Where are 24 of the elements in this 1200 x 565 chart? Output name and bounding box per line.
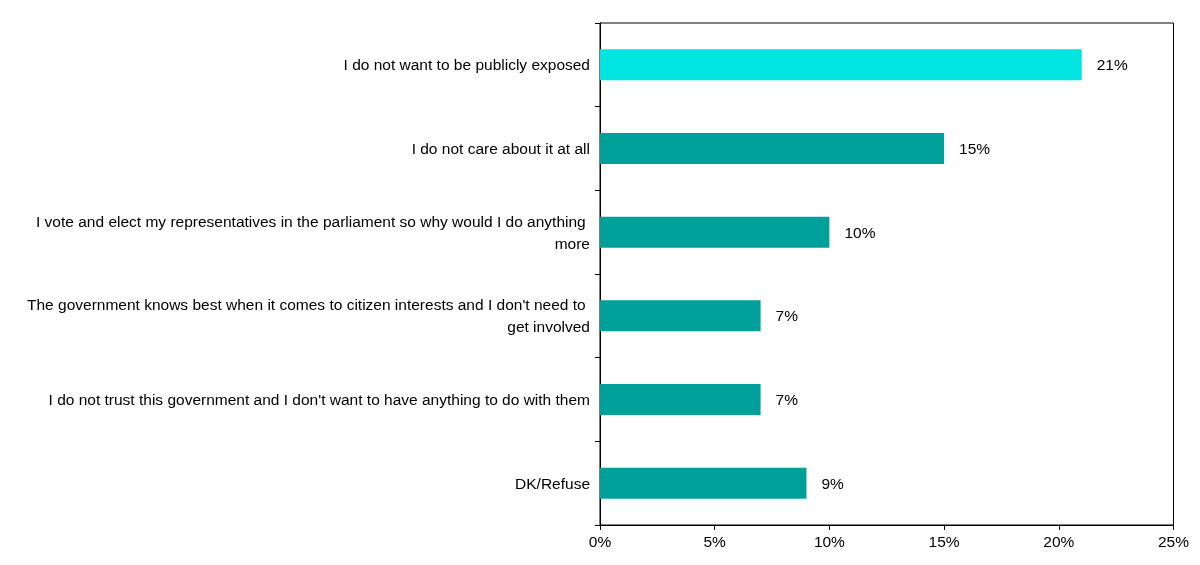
data-label: 7% [775, 307, 799, 325]
y-tick-label: The government knows best when it comes to citizen interests and I don't need to get involved [27, 296, 590, 336]
bar [600, 133, 945, 164]
data-label: 10% [844, 223, 876, 241]
y-tick-label: DK/Refuse [515, 474, 590, 492]
x-tick-label: 25% [1157, 532, 1190, 550]
x-tick-label: 0% [588, 532, 612, 550]
y-tick-label: I do not want to be publicly exposed [343, 56, 590, 74]
bar [600, 384, 761, 415]
y-tick-label: I do not care about it at all [411, 140, 590, 157]
data-label: 7% [775, 391, 799, 408]
x-tick-label: 20% [1043, 532, 1075, 550]
y-tick-label: I do not trust this government and I don't want to have anything to do with them [48, 391, 590, 408]
bar [600, 300, 761, 332]
bar [600, 467, 807, 499]
bar [600, 49, 1082, 81]
data-label: 15% [959, 140, 991, 157]
data-label: 21% [1096, 56, 1128, 74]
x-tick-label: 10% [813, 532, 846, 550]
data-label: 9% [821, 474, 845, 492]
y-tick-label: I vote and elect my representatives in the parliament so why would I do anything more [36, 212, 590, 252]
x-tick-label: 15% [928, 532, 960, 550]
bar [600, 216, 830, 248]
x-tick-label: 5% [703, 532, 727, 550]
